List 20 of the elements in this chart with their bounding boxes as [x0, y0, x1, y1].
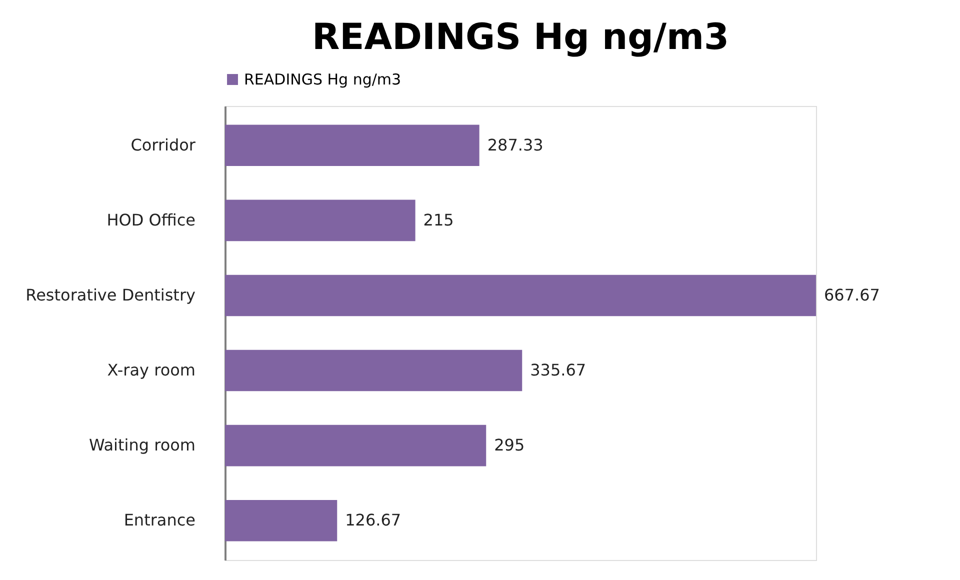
bar	[225, 350, 522, 392]
bar	[225, 424, 486, 466]
y-tick-label: Restorative Dentistry	[26, 285, 196, 304]
data-label: 215	[423, 210, 454, 230]
bar	[225, 200, 416, 242]
bar	[225, 274, 816, 316]
bar	[225, 500, 338, 542]
y-tick-label: HOD Office	[106, 210, 196, 230]
legend-label: READINGS Hg ng/m3	[244, 70, 402, 88]
y-tick-label: Corridor	[130, 135, 196, 154]
y-tick-label: X-ray room	[107, 360, 196, 380]
data-label: 287.33	[487, 135, 544, 154]
y-tick-label: Waiting room	[88, 436, 196, 455]
data-label: 295	[494, 436, 525, 455]
data-label: 126.67	[345, 510, 402, 530]
bar	[225, 124, 480, 166]
data-label: 667.67	[824, 285, 880, 304]
y-tick-label: Entrance	[124, 510, 196, 530]
data-label: 335.67	[530, 360, 586, 380]
chart-title: READINGS Hg ng/m3	[312, 17, 730, 58]
